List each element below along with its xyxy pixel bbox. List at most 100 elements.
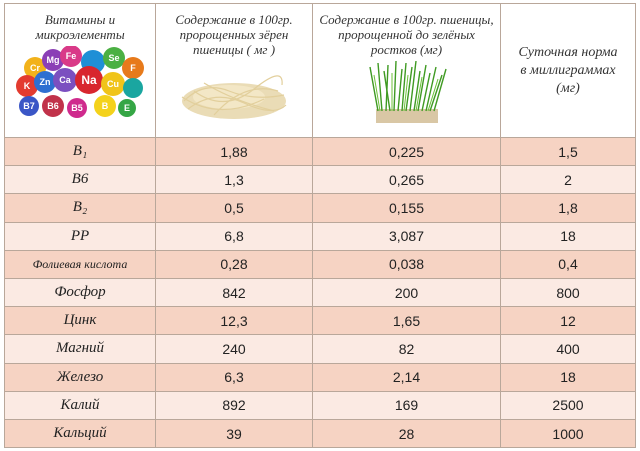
table-row: B₁ 1,88 0,225 1,5	[5, 138, 635, 167]
value-text: 0,225	[388, 143, 425, 160]
element-ball-fe: Fe	[66, 51, 77, 61]
header-row: Витамины и микроэлементы	[5, 4, 635, 138]
table-row: Калий 892 169 2500	[5, 391, 635, 420]
table-row: Железо 6,3 2,14 18	[5, 363, 635, 392]
sprout-value-cell: 6,8	[156, 222, 313, 251]
green-value-cell: 200	[313, 279, 501, 308]
header-vitamins: Витамины и микроэлементы	[5, 4, 156, 138]
nutrient-name: Магний	[55, 340, 105, 357]
row-name-cell: Кальций	[5, 420, 156, 449]
header-norm-label: Суточная норма в миллиграммах (мг)	[518, 44, 618, 96]
value-text: 0,4	[558, 256, 578, 273]
value-text: 82	[398, 340, 415, 357]
row-name-cell: Цинк	[5, 307, 156, 336]
norm-value-cell: 2500	[501, 392, 635, 420]
nutrition-table: Витамины и микроэлементы	[4, 3, 636, 449]
value-text: 18	[560, 228, 576, 245]
value-text: 6,8	[224, 228, 244, 245]
row-name-cell: Калий	[5, 391, 156, 420]
element-balls-image: Fe Se Mg Na Ca Zn Cu F Cr K B7 B6 B5 E B	[16, 46, 144, 118]
sprout-value-cell: 1,3	[156, 166, 313, 195]
norm-value-cell: 1,8	[501, 194, 635, 223]
element-ball-se: Se	[108, 53, 119, 63]
table-row: B₂ 0,5 0,155 1,8	[5, 194, 635, 223]
nutrient-name: B₂	[72, 199, 88, 216]
value-text: 240	[222, 340, 246, 357]
green-value-cell: 0,155	[313, 194, 501, 223]
value-text: 2	[564, 171, 572, 188]
nutrient-name: PP	[70, 227, 90, 244]
sprout-value-cell: 6,3	[156, 363, 313, 392]
table-row: B6 1,3 0,265 2	[5, 166, 635, 195]
row-name-cell: B₁	[5, 138, 156, 167]
sprout-value-cell: 39	[156, 420, 313, 449]
table-row: Фолиевая кислота 0,28 0,038 0,4	[5, 250, 635, 279]
row-name-cell: B₂	[5, 194, 156, 223]
table-row: Кальций 39 28 1000	[5, 420, 635, 449]
header-daily-norm: Суточная норма в миллиграммах (мг)	[501, 4, 635, 138]
sprout-value-cell: 240	[156, 335, 313, 364]
value-text: 2500	[552, 397, 584, 414]
value-text: 1,65	[392, 312, 421, 329]
element-ball-cu: Cu	[107, 79, 119, 89]
element-ball-ca: Ca	[59, 75, 71, 85]
green-value-cell: 1,65	[313, 307, 501, 336]
element-ball-b6: B6	[47, 101, 59, 111]
value-text: 169	[394, 397, 419, 414]
green-value-cell: 0,225	[313, 138, 501, 167]
nutrient-name: Фосфор	[54, 284, 106, 301]
norm-value-cell: 12	[501, 307, 635, 336]
norm-value-cell: 0,4	[501, 251, 635, 279]
element-ball-na: Na	[81, 73, 97, 87]
value-text: 2,14	[392, 369, 421, 386]
nutrient-name: Фолиевая кислота	[32, 256, 128, 271]
nutrient-name: Кальций	[53, 425, 107, 442]
row-name-cell: Фосфор	[5, 279, 156, 308]
element-ball-zn: Zn	[40, 77, 51, 87]
row-name-cell: Железо	[5, 363, 156, 392]
sprout-value-cell: 0,28	[156, 250, 313, 279]
row-name-cell: B6	[5, 166, 156, 195]
value-text: 0,265	[388, 171, 425, 188]
norm-value-cell: 1,5	[501, 138, 635, 167]
element-ball-b7: B7	[23, 101, 35, 111]
nutrient-name: Калий	[60, 396, 100, 413]
norm-value-cell: 400	[501, 335, 635, 364]
nutrient-name: Железо	[56, 368, 104, 385]
value-text: 3,087	[388, 228, 425, 245]
value-text: 0,28	[220, 256, 248, 273]
header-green-label: Содержание в 100гр. пшеницы, пророщенной…	[319, 12, 494, 57]
value-text: 12,3	[220, 312, 248, 329]
value-text: 1,88	[220, 143, 248, 160]
header-vitamins-label: Витамины и микроэлементы	[35, 12, 125, 42]
wheatgrass-image	[368, 61, 447, 123]
element-ball-f: F	[130, 63, 136, 73]
green-value-cell: 28	[313, 420, 501, 449]
wheat-sprouts-image	[181, 75, 287, 119]
value-text: 6,3	[224, 369, 244, 386]
sprout-value-cell: 842	[156, 279, 313, 308]
norm-value-cell: 18	[501, 223, 635, 251]
element-ball-cr: Cr	[30, 63, 40, 73]
sprout-value-cell: 1,88	[156, 138, 313, 167]
header-sprouts-label: Содержание в 100гр. пророщенных зёрен пш…	[175, 12, 293, 57]
element-ball-b5: B5	[71, 103, 83, 113]
element-ball-k: K	[24, 81, 31, 91]
sprout-value-cell: 892	[156, 391, 313, 420]
table-row: Цинк 12,3 1,65 12	[5, 307, 635, 336]
norm-value-cell: 800	[501, 279, 635, 308]
green-value-cell: 0,265	[313, 166, 501, 195]
header-sprouts: Содержание в 100гр. пророщенных зёрен пш…	[156, 4, 313, 138]
row-name-cell: Магний	[5, 335, 156, 364]
value-text: 0,038	[388, 256, 425, 273]
green-value-cell: 2,14	[313, 363, 501, 392]
value-text: 842	[222, 284, 246, 301]
norm-value-cell: 1000	[501, 420, 635, 449]
green-value-cell: 169	[313, 391, 501, 420]
nutrient-name: B6	[71, 171, 89, 188]
value-text: 1,8	[558, 199, 578, 216]
header-green-sprouts: Содержание в 100гр. пшеницы, пророщенной…	[313, 4, 501, 138]
row-name-cell: Фолиевая кислота	[5, 250, 156, 279]
value-text: 400	[556, 340, 580, 357]
value-text: 0,155	[388, 199, 425, 216]
